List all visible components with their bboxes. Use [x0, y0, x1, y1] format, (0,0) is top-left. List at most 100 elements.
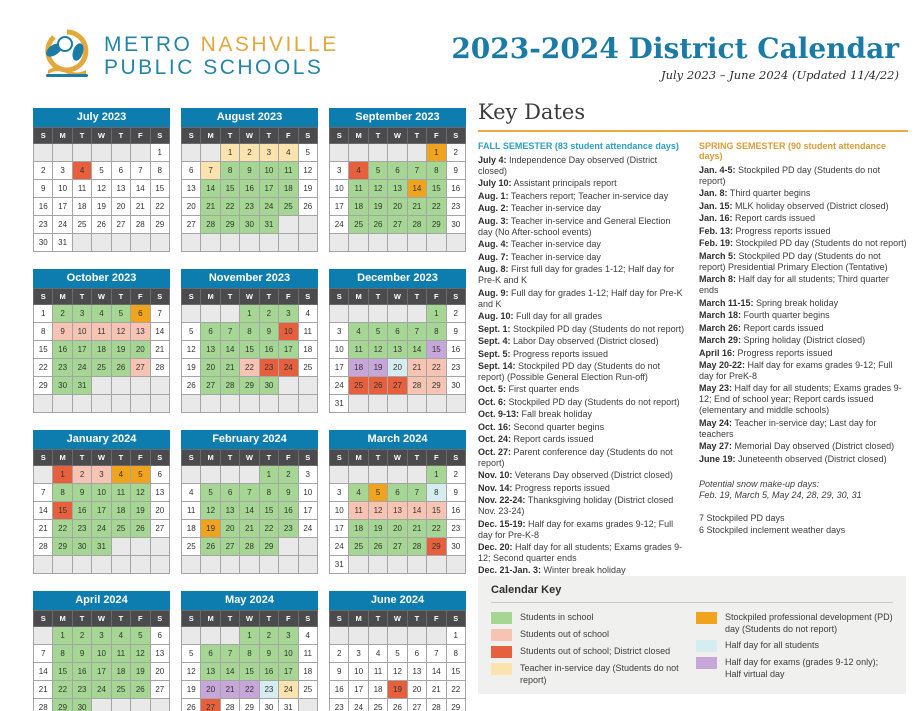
dow-cell: W: [387, 288, 408, 305]
day-cell: 3: [258, 143, 280, 162]
day-cell: 23: [71, 680, 93, 699]
empty-cell: [110, 394, 132, 413]
day-cell: 28: [200, 215, 221, 234]
dow-cell: S: [328, 288, 350, 305]
calendar-key-left-column: Students in school Students out of school…: [491, 612, 688, 691]
month-calendar: December 2023 S M T W T F S 1 2 3 4 5 6 7 8 9 10 11 12 13 14 1…: [328, 269, 467, 413]
day-cell: 14: [32, 662, 54, 681]
month-title: August 2023: [181, 108, 318, 127]
day-cell: 24: [348, 698, 369, 711]
dow-cell: S: [445, 449, 467, 466]
day-cell: 14: [219, 662, 241, 681]
key-date-item: Aug. 10: Full day for all grades: [478, 311, 603, 322]
day-cell: 18: [278, 179, 299, 198]
day-cell: 8: [239, 644, 260, 663]
key-date-item: Aug. 8: First full day for grades 1-12; …: [478, 264, 675, 286]
day-cell: 19: [297, 179, 319, 198]
day-cell: 11: [367, 662, 389, 681]
day-cell: 21: [130, 197, 151, 216]
key-date-item: Feb. 13: Progress reports issued: [699, 225, 831, 236]
empty-cell: [200, 394, 221, 413]
month-calendar: September 2023 S M T W T F S 1 2 3 4 5 6 7 8 9 10 11 12 13 14…: [328, 108, 467, 252]
day-cell: 2: [258, 626, 280, 645]
day-cell: 28: [219, 698, 241, 711]
day-cell: 19: [91, 197, 112, 216]
day-cell: 5: [91, 161, 112, 180]
day-cell: 30: [445, 537, 467, 556]
day-cell: 2: [278, 465, 299, 484]
key-date-item: Sept. 1: Stockpiled PD day (Students do …: [478, 323, 685, 334]
day-cell: 16: [71, 501, 93, 520]
day-cell: 17: [52, 197, 73, 216]
day-cell: 3: [297, 465, 319, 484]
day-cell: 4: [110, 626, 132, 645]
day-cell: 22: [426, 358, 447, 377]
empty-cell: [200, 465, 221, 484]
spring-semester-list: Jan. 4-5: Stockpiled PD day (Students do…: [699, 165, 908, 465]
day-cell: 31: [71, 376, 93, 395]
day-cell: 12: [367, 501, 389, 520]
day-cell: 17: [278, 340, 299, 359]
day-cell: 3: [278, 626, 299, 645]
dow-cell: W: [387, 127, 408, 144]
dow-cell: T: [406, 288, 428, 305]
day-cell: 7: [200, 161, 221, 180]
key-date-item: Sept. 14: Stockpiled PD day (Students do…: [478, 360, 661, 382]
dow-cell: T: [110, 610, 132, 627]
day-cell: 23: [71, 519, 93, 538]
day-cell: 3: [348, 644, 369, 663]
empty-cell: [200, 304, 221, 323]
empty-cell: [130, 555, 151, 574]
day-cell: 3: [52, 161, 73, 180]
legend-item: Students out of school; District closed: [491, 646, 688, 658]
day-cell: 5: [387, 644, 408, 663]
day-cell: 26: [110, 358, 132, 377]
day-cell: 17: [91, 501, 112, 520]
day-cell: 16: [445, 340, 467, 359]
empty-cell: [348, 626, 369, 645]
day-cell: 2: [445, 304, 467, 323]
empty-cell: [180, 304, 202, 323]
day-cell: 24: [258, 197, 280, 216]
day-cell: 7: [219, 644, 241, 663]
day-cell: 8: [219, 161, 241, 180]
key-date-item: Nov. 10: Veterans Day observed (District…: [478, 470, 673, 481]
empty-cell: [52, 555, 73, 574]
day-cell: 7: [406, 322, 428, 341]
day-cell: 26: [91, 215, 112, 234]
day-cell: 23: [258, 680, 280, 699]
empty-cell: [297, 233, 319, 252]
empty-cell: [445, 394, 467, 413]
legend-item: Half day for all students: [696, 640, 893, 653]
empty-cell: [426, 555, 447, 574]
key-date-item: Jan. 8: Third quarter begins: [699, 188, 811, 199]
day-cell: 16: [258, 340, 280, 359]
day-cell: 30: [445, 376, 467, 395]
day-cell: 5: [367, 483, 389, 502]
day-cell: 25: [110, 680, 132, 699]
empty-cell: [445, 233, 467, 252]
fall-semester-column: FALL SEMESTER (83 student attendance day…: [478, 141, 687, 578]
dow-cell: W: [239, 610, 260, 627]
empty-cell: [180, 394, 202, 413]
dow-cell: W: [387, 449, 408, 466]
stockpiled-weather-count: 6 Stockpiled inclement weather days: [699, 524, 846, 535]
day-cell: 8: [426, 161, 447, 180]
day-cell: 19: [130, 662, 151, 681]
day-cell: 29: [426, 537, 447, 556]
day-cell: 2: [71, 465, 93, 484]
legend-item: Teacher in-service day (Students do not …: [491, 663, 688, 686]
day-cell: 10: [71, 322, 93, 341]
day-cell: 27: [149, 519, 171, 538]
empty-cell: [297, 698, 319, 711]
empty-cell: [71, 394, 93, 413]
day-cell: 27: [110, 215, 132, 234]
legend-swatch-red: [491, 646, 512, 658]
key-date-item: March 11-15: Spring break holiday: [699, 297, 839, 308]
key-date-item: Dec. 15-19: Half day for exams grades 9-…: [478, 518, 674, 540]
day-cell: 20: [406, 680, 428, 699]
empty-cell: [52, 143, 73, 162]
key-date-item: Aug. 7: Teacher in-service day: [478, 251, 601, 262]
empty-cell: [348, 465, 369, 484]
day-cell: 5: [180, 644, 202, 663]
